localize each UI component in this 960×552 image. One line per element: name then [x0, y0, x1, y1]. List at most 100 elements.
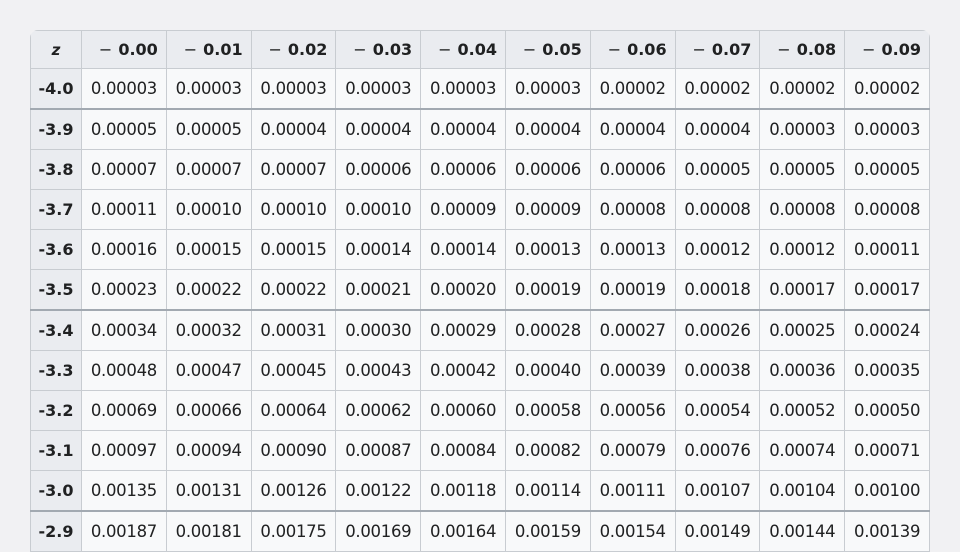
- table-cell: 0.00002: [844, 68, 930, 110]
- table-cell: 0.00011: [844, 229, 930, 270]
- table-cell: 0.00131: [165, 470, 252, 512]
- table-cell: 0.00022: [250, 269, 337, 311]
- table-cell: 0.00011: [81, 189, 167, 230]
- table-cell: 0.00111: [589, 470, 676, 512]
- table-cell: 0.00122: [335, 470, 422, 512]
- table-cell: 0.00114: [504, 470, 591, 512]
- table-cell: 0.00090: [250, 430, 337, 471]
- minus-sign: −: [353, 40, 367, 59]
- table-cell: 0.00047: [165, 350, 252, 391]
- table-cell: 0.00154: [589, 510, 676, 552]
- table-cell: 0.00097: [81, 430, 167, 471]
- column-header: −0.05: [504, 30, 591, 69]
- table-cell: 0.00149: [674, 510, 761, 552]
- table-cell: 0.00006: [335, 149, 422, 190]
- column-header: −0.09: [844, 30, 930, 69]
- table-cell: 0.00002: [759, 68, 846, 110]
- table-cell: 0.00005: [759, 149, 846, 190]
- table-cell: 0.00012: [759, 229, 846, 270]
- minus-sign: −: [862, 40, 876, 59]
- minus-sign: −: [268, 40, 282, 59]
- table-cell: 0.00032: [165, 309, 252, 351]
- table-cell: 0.00003: [165, 68, 252, 110]
- table-cell: 0.00010: [335, 189, 422, 230]
- table-cell: 0.00050: [844, 390, 930, 431]
- column-header-value: 0.08: [796, 40, 837, 59]
- table-cell: 0.00069: [81, 390, 167, 431]
- table-cell: 0.00175: [250, 510, 337, 552]
- row-z-label: -3.8: [30, 149, 82, 190]
- table-cell: 0.00004: [504, 108, 591, 150]
- table-cell: 0.00104: [759, 470, 846, 512]
- column-header-value: 0.04: [457, 40, 497, 59]
- table-cell: 0.00054: [674, 390, 761, 431]
- table-row: -2.9 0.00187 0.00181 0.00175 0.00169 0.00164 0…: [30, 510, 930, 552]
- table-row: -3.3 0.00048 0.00047 0.00045 0.00043 0.00042 0…: [30, 350, 930, 391]
- table-cell: 0.00014: [335, 229, 422, 270]
- table-cell: 0.00040: [504, 350, 591, 391]
- row-z-label: -3.0: [30, 470, 82, 512]
- table-cell: 0.00071: [844, 430, 930, 471]
- row-z-label: -3.3: [30, 350, 82, 391]
- table-row: -3.1 0.00097 0.00094 0.00090 0.00087 0.00084 0…: [30, 430, 930, 471]
- table-cell: 0.00015: [165, 229, 252, 270]
- table-cell: 0.00005: [165, 108, 252, 150]
- table-cell: 0.00144: [759, 510, 846, 552]
- table-cell: 0.00159: [504, 510, 591, 552]
- row-z-label: -3.6: [30, 229, 82, 270]
- table-cell: 0.00009: [504, 189, 591, 230]
- table-cell: 0.00056: [589, 390, 676, 431]
- standard-normal-table: z −0.00−0.01−0.02−0.03−0.04−0.05−0.06−0.…: [30, 30, 930, 552]
- table-row: -3.8 0.00007 0.00007 0.00007 0.00006 0.00006 0…: [30, 149, 930, 190]
- table-cell: 0.00023: [81, 269, 167, 311]
- row-z-label: -3.1: [30, 430, 82, 471]
- table-row: -3.2 0.00069 0.00066 0.00064 0.00062 0.00060 0…: [30, 390, 930, 431]
- table-cell: 0.00008: [844, 189, 930, 230]
- row-z-label: -3.7: [30, 189, 82, 230]
- table-cell: 0.00028: [504, 309, 591, 351]
- table-cell: 0.00007: [81, 149, 167, 190]
- column-header: −0.04: [420, 30, 506, 69]
- table-cell: 0.00029: [420, 309, 506, 351]
- table-cell: 0.00006: [589, 149, 676, 190]
- column-header-value: 0.00: [118, 40, 158, 59]
- table-cell: 0.00187: [81, 510, 167, 552]
- table-cell: 0.00008: [589, 189, 676, 230]
- z-table-container: z −0.00−0.01−0.02−0.03−0.04−0.05−0.06−0.…: [30, 30, 930, 552]
- table-row: -3.4 0.00034 0.00032 0.00031 0.00030 0.00029 0…: [30, 309, 930, 351]
- table-cell: 0.00076: [674, 430, 761, 471]
- z-column-header: z: [30, 30, 82, 69]
- minus-sign: −: [607, 40, 622, 59]
- column-header-value: 0.02: [287, 40, 328, 59]
- row-z-label: -4.0: [30, 68, 82, 110]
- table-cell: 0.00079: [589, 430, 676, 471]
- column-header: −0.02: [250, 30, 337, 69]
- table-row: -3.9 0.00005 0.00005 0.00004 0.00004 0.00004 0…: [30, 108, 930, 150]
- column-header-value: 0.06: [627, 40, 667, 59]
- table-cell: 0.00019: [589, 269, 676, 311]
- table-cell: 0.00052: [759, 390, 846, 431]
- column-header-value: 0.03: [372, 40, 413, 59]
- table-cell: 0.00021: [335, 269, 422, 311]
- table-cell: 0.00006: [504, 149, 591, 190]
- header-row: z −0.00−0.01−0.02−0.03−0.04−0.05−0.06−0.…: [30, 30, 930, 69]
- table-cell: 0.00034: [81, 309, 167, 351]
- row-z-label: -2.9: [30, 510, 82, 552]
- table-cell: 0.00043: [335, 350, 422, 391]
- table-cell: 0.00027: [589, 309, 676, 351]
- table-cell: 0.00064: [250, 390, 337, 431]
- table-cell: 0.00004: [589, 108, 676, 150]
- table-cell: 0.00074: [759, 430, 846, 471]
- table-cell: 0.00019: [504, 269, 591, 311]
- table-cell: 0.00022: [165, 269, 252, 311]
- table-cell: 0.00084: [420, 430, 506, 471]
- table-cell: 0.00024: [844, 309, 930, 351]
- table-cell: 0.00009: [420, 189, 506, 230]
- minus-sign: −: [777, 40, 791, 59]
- table-cell: 0.00003: [335, 68, 422, 110]
- minus-sign: −: [692, 40, 706, 59]
- table-cell: 0.00008: [674, 189, 761, 230]
- table-row: -4.0 0.00003 0.00003 0.00003 0.00003 0.00003 0…: [30, 68, 930, 110]
- table-cell: 0.00003: [81, 68, 167, 110]
- table-cell: 0.00164: [420, 510, 506, 552]
